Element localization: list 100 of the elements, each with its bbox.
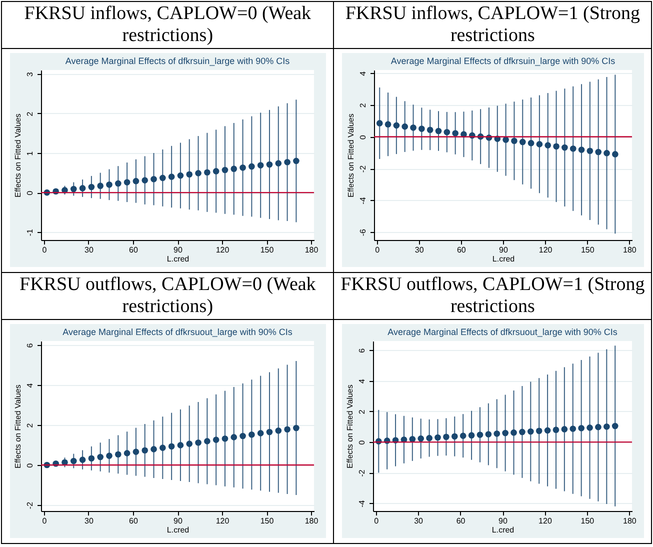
- point: [444, 128, 450, 136]
- point: [248, 431, 255, 438]
- point: [114, 451, 122, 458]
- y-tick-label: 0: [358, 440, 367, 445]
- point: [204, 169, 210, 176]
- chart-subtitle: Average Marginal Effects of dfkrsuout_large with 90% CIs: [62, 327, 293, 337]
- point: [160, 174, 166, 182]
- point: [434, 434, 442, 441]
- point: [520, 138, 526, 146]
- x-tick-label: 120: [538, 516, 553, 526]
- point: [70, 458, 77, 464]
- point: [452, 130, 459, 136]
- point: [570, 426, 576, 432]
- y-tick-label: 6: [358, 348, 367, 353]
- point: [124, 450, 130, 456]
- y-tick-label: 2: [26, 422, 34, 428]
- point: [212, 436, 220, 443]
- point: [168, 174, 175, 180]
- point: [124, 179, 130, 186]
- point: [376, 120, 384, 126]
- x-tick-label: 120: [216, 516, 230, 526]
- point: [553, 426, 560, 433]
- x-tick-label: 150: [581, 516, 596, 526]
- point: [266, 161, 273, 168]
- point: [70, 186, 77, 192]
- point: [284, 158, 290, 166]
- point: [142, 177, 148, 184]
- x-tick-label: 30: [415, 246, 425, 254]
- point: [502, 430, 509, 436]
- point: [240, 164, 246, 171]
- point: [528, 428, 534, 435]
- y-tick-label: -1: [26, 228, 34, 236]
- y-tick-label: 1: [26, 150, 34, 156]
- point: [177, 442, 184, 448]
- point: [510, 429, 518, 436]
- x-tick-label: 150: [260, 246, 274, 254]
- point: [468, 432, 476, 438]
- point: [511, 138, 518, 144]
- x-axis-title: L.cred: [492, 254, 515, 264]
- x-tick-label: 180: [304, 516, 319, 526]
- point: [257, 430, 264, 436]
- y-axis-title: Effects on Fitted Values: [346, 384, 355, 468]
- x-tick-label: 60: [456, 516, 466, 526]
- point: [293, 158, 300, 164]
- point: [257, 162, 264, 168]
- point: [97, 182, 104, 189]
- x-tick-label: 60: [457, 246, 467, 254]
- point: [553, 143, 560, 150]
- x-axis-title: L.cred: [166, 526, 190, 534]
- point: [562, 144, 568, 151]
- x-tick-label: 90: [174, 516, 183, 526]
- point: [195, 439, 202, 446]
- y-tick-label: 3: [26, 72, 34, 77]
- point: [88, 455, 95, 462]
- x-tick-label: 60: [129, 246, 138, 254]
- chart-title: FKRSU inflows, CAPLOW=0 (Weak restrictions): [2, 2, 334, 48]
- x-tick-label: 30: [414, 516, 424, 526]
- point: [186, 440, 193, 447]
- point: [114, 180, 122, 187]
- point: [586, 424, 594, 431]
- x-tick-label: 180: [304, 246, 319, 254]
- chart-title: FKRSU outflows, CAPLOW=0 (Weak restrictions): [2, 272, 334, 320]
- y-axis-title: Effects on Fitted Values: [14, 384, 22, 468]
- point: [97, 454, 104, 460]
- point: [212, 168, 220, 174]
- y-tick-label: 4: [358, 70, 368, 76]
- point: [284, 426, 290, 433]
- y-tick-label: 0: [26, 462, 34, 468]
- point: [106, 452, 112, 459]
- y-tick-label: 6: [26, 342, 34, 348]
- point: [230, 166, 238, 172]
- point: [132, 178, 140, 184]
- x-tick-label: 0: [375, 246, 380, 254]
- point: [150, 176, 157, 182]
- point: [385, 121, 392, 128]
- point: [595, 424, 602, 430]
- point: [587, 148, 594, 154]
- point: [195, 170, 202, 176]
- point: [604, 423, 610, 430]
- x-tick-label: 90: [498, 516, 508, 526]
- x-tick-label: 150: [581, 246, 596, 254]
- y-axis-title: Effects on Fitted Values: [14, 114, 22, 198]
- x-tick-label: 90: [499, 246, 509, 254]
- x-tick-label: 0: [374, 516, 380, 526]
- x-axis-title: L.cred: [492, 526, 514, 534]
- x-tick-label: 120: [539, 246, 554, 254]
- point: [394, 122, 400, 129]
- x-tick-label: 0: [42, 516, 48, 526]
- chart-title: FKRSU outflows, CAPLOW=1 (Strong restrictions: [334, 272, 652, 320]
- x-tick-label: 90: [174, 246, 183, 254]
- point: [79, 185, 86, 192]
- point: [427, 126, 434, 134]
- point: [132, 448, 140, 455]
- point: [570, 145, 577, 152]
- point: [452, 433, 458, 440]
- x-tick-label: 120: [216, 246, 230, 254]
- y-tick-label: -4: [358, 196, 368, 204]
- point: [186, 171, 193, 178]
- point: [477, 432, 484, 438]
- point: [160, 444, 166, 451]
